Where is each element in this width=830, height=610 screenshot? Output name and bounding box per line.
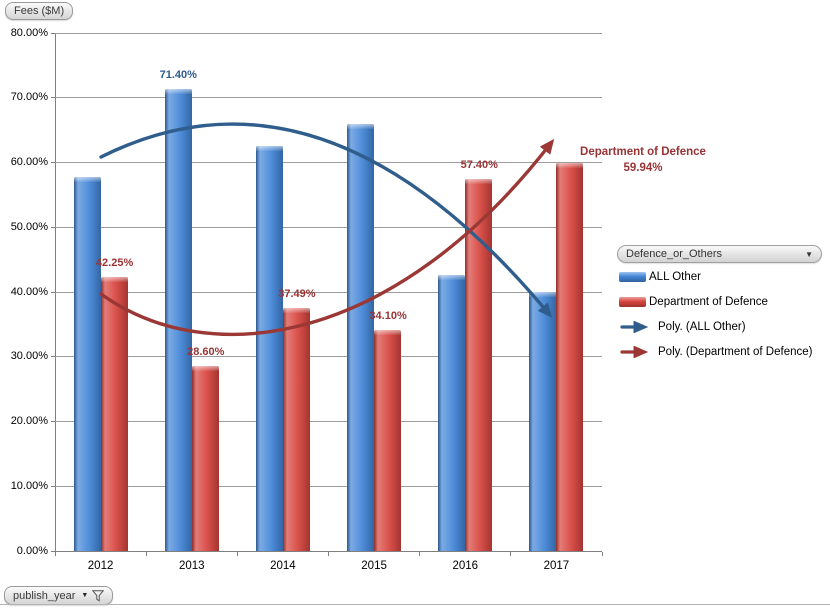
data-label: 37.49% [278,288,316,301]
x-axis-label: 2013 [178,560,205,572]
y-axis-tick [51,32,55,34]
y-axis-label: 80.00% [10,26,48,39]
y-axis-tick [51,97,55,99]
data-label: 71.40% [159,68,197,81]
gridline [55,485,602,487]
x-axis-label: 2014 [270,560,296,572]
axis-field-label: publish_year [13,589,76,602]
legend-label: Poly. (Department of Defence) [658,346,813,358]
legend-item-poly-all-other: Poly. (ALL Other) [619,318,812,336]
gridline [55,97,602,99]
data-label: 28.60% [187,345,225,358]
dod-callout-value: 59.94% [623,162,663,174]
legend-label: Department of Defence [649,296,768,308]
bar-all-other-2017 [529,291,557,551]
gridline [55,162,602,163]
legend-item-all-other: ALL Other [619,268,812,286]
x-axis-label: 2015 [361,560,387,572]
bar-department-of-defence-2016 [465,179,493,551]
x-axis-label: 2016 [452,560,479,572]
gridline [55,226,602,228]
y-axis-label: 10.00% [10,479,48,492]
legend-field-label: Defence_or_Others [626,248,722,260]
y-axis-label: 60.00% [10,156,48,168]
legend-field-dropdown[interactable]: Defence_or_Others ▼ [617,245,822,263]
bar-all-other-2014 [255,146,283,551]
x-axis-tick [419,552,421,556]
y-axis-tick [51,550,55,552]
x-axis-line [55,551,602,552]
legend-item-poly-defence: Poly. (Department of Defence) [619,343,812,361]
chevron-down-icon: ▼ [81,592,89,599]
dod-callout-label: Department of Defence 59.94% [563,144,723,176]
all-other-swatch-icon [619,272,646,282]
x-axis-tick [328,552,329,556]
y-axis-tick [51,162,55,163]
gridline [55,32,602,34]
y-axis-tick [51,356,55,358]
legend-item-defence: Department of Defence [619,293,812,311]
y-axis-tick [51,291,55,293]
bar-department-of-defence-2015 [374,330,402,551]
bottom-divider [0,604,830,605]
x-axis-tick [236,552,238,556]
bar-department-of-defence-2017 [556,162,584,551]
data-label: 57.40% [460,159,498,172]
y-axis-label: 0.00% [16,544,48,557]
bar-all-other-2016 [438,275,466,551]
x-axis-tick [145,552,147,556]
y-axis-label: 70.00% [10,91,48,104]
red-arrow-icon [620,346,649,358]
bar-department-of-defence-2012 [100,277,128,551]
gridline [55,421,602,422]
dod-callout-series-name: Department of Defence [580,146,706,158]
gridline [55,356,602,358]
x-axis-tick [601,552,603,556]
y-axis-tick [51,421,55,422]
y-axis-tick [51,226,55,228]
data-label: 34.10% [369,310,407,323]
y-axis-label: 40.00% [10,285,48,298]
data-label: 42.25% [95,257,134,270]
filter-icon [92,589,105,602]
bar-all-other-2015 [347,124,375,551]
blue-arrow-icon [620,321,649,333]
bar-department-of-defence-2013 [191,365,219,551]
bar-all-other-2012 [73,177,101,551]
legend-label: ALL Other [649,271,701,283]
legend: ALL Other Department of Defence Poly. (A… [619,268,812,368]
y-axis-label: 20.00% [10,415,48,427]
y-axis-label: 30.00% [10,350,48,363]
bar-department-of-defence-2014 [282,308,310,551]
bar-all-other-2013 [164,88,192,551]
y-axis-label: 50.00% [10,220,48,233]
legend-label: Poly. (ALL Other) [658,321,746,333]
values-field-button[interactable]: Fees ($M) [5,2,74,20]
chevron-down-icon[interactable]: ▼ [805,249,813,259]
x-axis-tick [510,552,512,556]
y-axis-tick [51,485,55,487]
x-axis-label: 2012 [87,560,114,572]
values-field-label: Fees ($M) [14,5,65,17]
axis-field-button[interactable]: publish_year ▼ [4,586,114,605]
defence-swatch-icon [619,297,646,307]
x-axis-tick [54,552,56,556]
x-axis-label: 2017 [543,560,570,572]
